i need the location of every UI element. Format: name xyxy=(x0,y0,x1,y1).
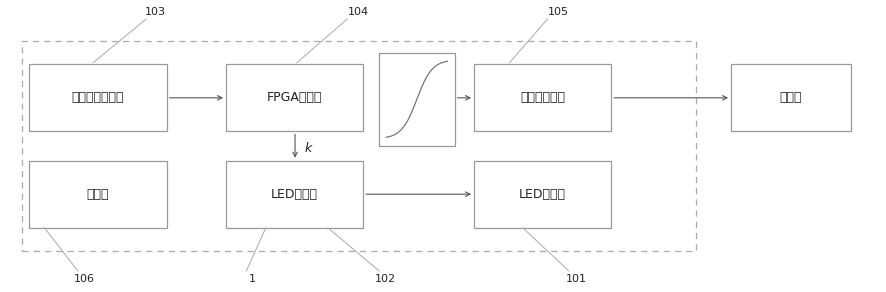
Text: 视频信号接口板: 视频信号接口板 xyxy=(72,91,124,104)
FancyBboxPatch shape xyxy=(29,64,167,131)
Text: 液晶屏接口板: 液晶屏接口板 xyxy=(520,91,565,104)
Text: FPGA控制板: FPGA控制板 xyxy=(267,91,323,104)
Text: 电源板: 电源板 xyxy=(87,188,109,201)
Text: 液晶屏: 液晶屏 xyxy=(780,91,802,104)
FancyBboxPatch shape xyxy=(226,161,363,228)
Text: 101: 101 xyxy=(565,274,587,284)
Text: 105: 105 xyxy=(548,7,569,17)
FancyBboxPatch shape xyxy=(29,161,167,228)
Text: 104: 104 xyxy=(348,7,369,17)
Text: k: k xyxy=(305,142,312,155)
FancyBboxPatch shape xyxy=(379,53,455,146)
Text: 103: 103 xyxy=(144,7,166,17)
FancyBboxPatch shape xyxy=(474,64,611,131)
FancyBboxPatch shape xyxy=(226,64,363,131)
Text: LED光源板: LED光源板 xyxy=(519,188,566,201)
Text: 102: 102 xyxy=(375,274,396,284)
Text: 106: 106 xyxy=(74,274,95,284)
FancyBboxPatch shape xyxy=(474,161,611,228)
Text: LED驱动板: LED驱动板 xyxy=(271,188,318,201)
Text: 1: 1 xyxy=(249,274,256,284)
FancyBboxPatch shape xyxy=(731,64,851,131)
